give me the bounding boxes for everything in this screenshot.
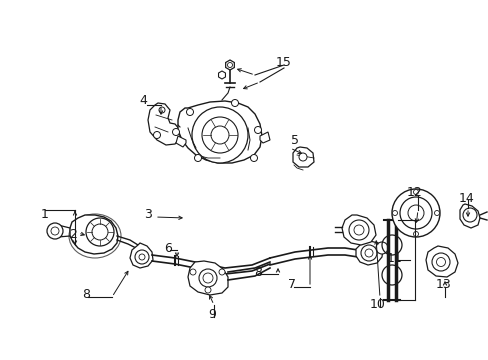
Circle shape	[227, 63, 232, 68]
Circle shape	[250, 154, 257, 162]
Polygon shape	[218, 71, 225, 79]
Circle shape	[159, 107, 164, 113]
Circle shape	[199, 269, 217, 287]
Circle shape	[353, 225, 363, 235]
Text: 14: 14	[458, 192, 474, 204]
Circle shape	[392, 211, 397, 216]
Text: 8: 8	[82, 288, 90, 302]
Circle shape	[139, 254, 145, 260]
Text: 11: 11	[386, 252, 402, 265]
Circle shape	[204, 287, 210, 293]
Circle shape	[413, 231, 418, 237]
Polygon shape	[425, 246, 457, 277]
Circle shape	[192, 107, 247, 163]
Circle shape	[210, 126, 228, 144]
Circle shape	[436, 257, 445, 266]
Text: 1: 1	[41, 208, 49, 221]
Polygon shape	[70, 215, 118, 254]
Circle shape	[47, 223, 63, 239]
Circle shape	[135, 250, 149, 264]
Text: 13: 13	[435, 279, 451, 292]
Polygon shape	[260, 132, 269, 143]
Text: 15: 15	[276, 55, 291, 68]
Circle shape	[186, 108, 193, 116]
Polygon shape	[178, 101, 262, 163]
Circle shape	[407, 205, 423, 221]
Text: 2: 2	[69, 229, 77, 242]
Circle shape	[219, 269, 224, 275]
Text: 7: 7	[287, 279, 295, 292]
Circle shape	[413, 189, 418, 194]
Circle shape	[194, 154, 201, 162]
Polygon shape	[355, 241, 382, 265]
Circle shape	[190, 269, 196, 275]
Text: 8: 8	[253, 266, 262, 279]
Circle shape	[172, 129, 179, 135]
Text: 12: 12	[407, 186, 422, 199]
Circle shape	[434, 211, 439, 216]
Circle shape	[431, 253, 449, 271]
Circle shape	[51, 227, 59, 235]
Circle shape	[391, 189, 439, 237]
Circle shape	[348, 220, 368, 240]
Polygon shape	[459, 204, 479, 228]
Polygon shape	[176, 136, 185, 147]
Text: 10: 10	[369, 298, 385, 311]
Circle shape	[462, 208, 476, 222]
Polygon shape	[148, 103, 180, 145]
Circle shape	[254, 126, 261, 134]
Circle shape	[360, 245, 376, 261]
Text: 3: 3	[144, 208, 152, 221]
Circle shape	[231, 99, 238, 107]
Polygon shape	[187, 261, 227, 295]
Text: 6: 6	[164, 242, 172, 255]
Polygon shape	[130, 243, 153, 268]
Text: 5: 5	[290, 134, 298, 147]
Circle shape	[298, 153, 306, 161]
Circle shape	[203, 273, 213, 283]
Circle shape	[375, 242, 387, 254]
Circle shape	[153, 131, 160, 139]
Circle shape	[364, 249, 372, 257]
Circle shape	[86, 218, 114, 246]
Polygon shape	[225, 60, 234, 70]
Polygon shape	[292, 147, 313, 167]
Text: 4: 4	[139, 94, 146, 107]
Circle shape	[92, 224, 108, 240]
Circle shape	[202, 117, 238, 153]
Polygon shape	[341, 215, 375, 245]
Text: 9: 9	[207, 309, 216, 321]
Circle shape	[399, 197, 431, 229]
